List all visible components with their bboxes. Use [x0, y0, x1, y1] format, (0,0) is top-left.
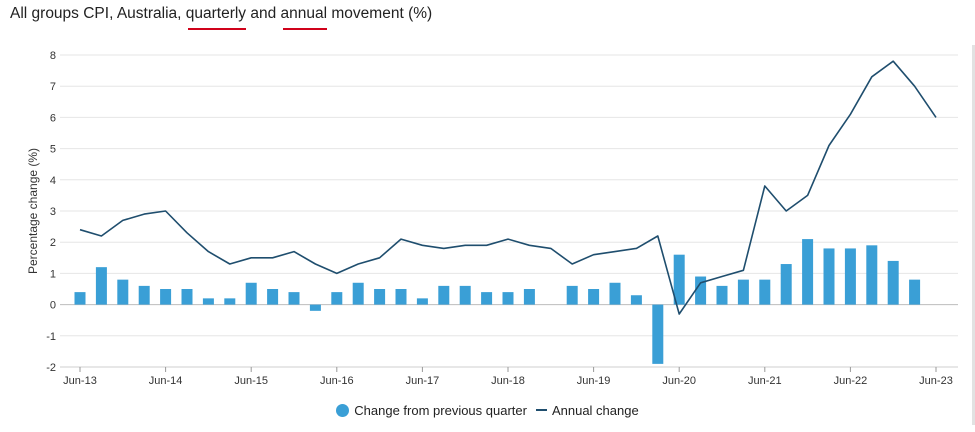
bar[interactable] — [395, 289, 407, 305]
title-annual: annual — [280, 5, 328, 30]
x-tick-label: Jun-14 — [149, 375, 183, 387]
x-tick-label: Jun-21 — [748, 375, 782, 387]
bar[interactable] — [887, 260, 899, 305]
x-tick-label: Jun-19 — [577, 375, 611, 387]
x-axis-ticks: Jun-13 Jun-14 Jun-15 Jun-16 Jun-17 Jun-18 Jun-… — [60, 366, 958, 387]
bar[interactable] — [331, 292, 343, 305]
bar[interactable] — [523, 289, 535, 305]
gridlines — [60, 54, 958, 368]
bar[interactable] — [780, 264, 792, 305]
chart-title: All groups CPI, Australia, quarterly and… — [10, 5, 433, 30]
annual-change-line[interactable] — [79, 60, 937, 315]
bar-series — [74, 239, 921, 364]
bar[interactable] — [416, 298, 428, 305]
bar[interactable] — [309, 304, 321, 311]
x-tick-label: Jun-22 — [834, 375, 868, 387]
title-part-3: movement (%) — [327, 5, 433, 22]
bar[interactable] — [117, 279, 129, 305]
bar[interactable] — [566, 285, 578, 305]
bar[interactable] — [245, 282, 257, 305]
y-axis-ticks: -2 -1 0 1 2 3 4 5 6 7 8 — [46, 50, 56, 374]
bar[interactable] — [352, 282, 364, 305]
x-tick-label: Jun-17 — [406, 375, 440, 387]
y-axis-label: Percentage change (%) — [26, 148, 40, 274]
y-tick-label: 1 — [50, 268, 56, 280]
panel-right-border — [972, 45, 975, 425]
bar[interactable] — [866, 245, 878, 305]
bar[interactable] — [695, 276, 707, 305]
y-tick-label: 3 — [50, 206, 56, 218]
bar[interactable] — [630, 295, 642, 305]
legend-line-label[interactable]: Annual change — [551, 403, 639, 418]
x-tick-label: Jun-16 — [320, 375, 354, 387]
x-tick-label: Jun-18 — [491, 375, 525, 387]
bar[interactable] — [95, 267, 107, 305]
legend-bar-label[interactable]: Change from previous quarter — [354, 403, 527, 418]
bar[interactable] — [224, 298, 236, 305]
bar[interactable] — [823, 248, 835, 305]
bar[interactable] — [502, 292, 514, 305]
legend-line-swatch[interactable] — [535, 409, 547, 411]
title-part-2: and — [246, 5, 281, 22]
y-tick-label: 0 — [50, 300, 56, 312]
y-tick-label: 4 — [50, 175, 56, 187]
legend: Change from previous quarter Annual chang… — [0, 403, 975, 418]
bar[interactable] — [138, 285, 150, 305]
bar[interactable] — [588, 289, 600, 305]
bar[interactable] — [737, 279, 749, 305]
y-tick-label: 2 — [50, 237, 56, 249]
bar[interactable] — [909, 279, 921, 305]
bar[interactable] — [609, 282, 621, 305]
bar[interactable] — [844, 248, 856, 305]
bar[interactable] — [202, 298, 214, 305]
y-tick-label: 8 — [50, 50, 56, 62]
bar[interactable] — [802, 239, 814, 305]
y-tick-label: -1 — [46, 331, 56, 343]
bar[interactable] — [459, 285, 471, 305]
x-tick-label: Jun-23 — [919, 375, 953, 387]
bar[interactable] — [160, 289, 172, 305]
bar[interactable] — [74, 292, 86, 305]
bar[interactable] — [374, 289, 386, 305]
title-quarterly: quarterly — [185, 5, 247, 30]
line-series — [79, 60, 937, 315]
bar[interactable] — [438, 285, 450, 305]
bar[interactable] — [267, 289, 279, 305]
bar[interactable] — [181, 289, 193, 305]
bar[interactable] — [288, 292, 300, 305]
y-tick-label: 6 — [50, 112, 56, 124]
y-tick-label: -2 — [46, 362, 56, 374]
bar[interactable] — [673, 254, 685, 305]
y-tick-label: 5 — [50, 144, 56, 156]
bar[interactable] — [481, 292, 493, 305]
bar[interactable] — [759, 279, 771, 305]
title-part-1: All groups CPI, Australia, — [10, 5, 186, 22]
legend-bar-swatch[interactable] — [336, 404, 350, 417]
x-tick-label: Jun-15 — [234, 375, 268, 387]
x-tick-label: Jun-20 — [662, 375, 696, 387]
y-tick-label: 7 — [50, 81, 56, 93]
x-tick-label: Jun-13 — [63, 375, 97, 387]
bar[interactable] — [652, 304, 664, 364]
bar[interactable] — [716, 285, 728, 305]
